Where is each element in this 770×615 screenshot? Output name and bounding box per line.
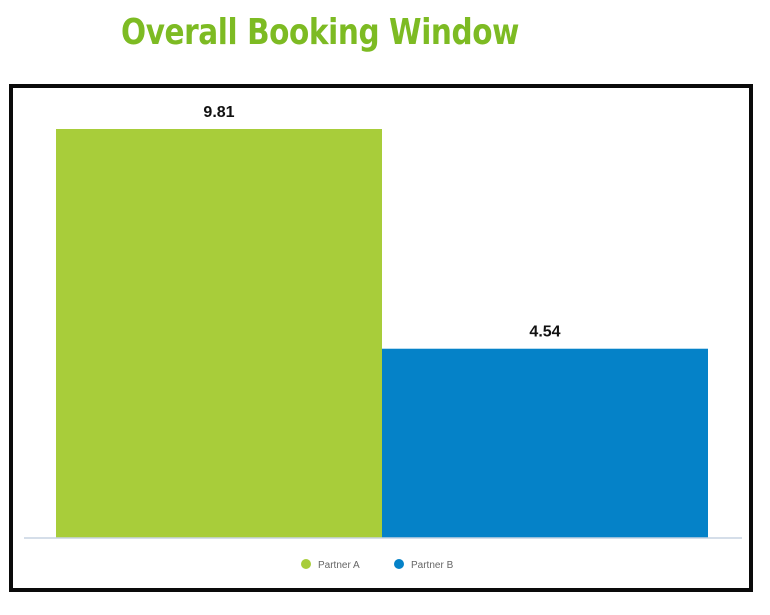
bar-partner-b <box>382 348 708 538</box>
bars-group <box>56 129 708 538</box>
bar-partner-a <box>56 129 382 538</box>
legend-swatch-partner-a <box>301 559 311 569</box>
legend-label-partner-a: Partner A <box>318 560 360 571</box>
chart-title: Overall Booking Window <box>121 12 519 53</box>
value-label-partner-a: 9.81 <box>203 104 234 121</box>
value-labels-group: 9.81 4.54 <box>203 104 560 341</box>
legend: Partner A Partner B <box>301 559 454 571</box>
legend-label-partner-b: Partner B <box>411 560 454 571</box>
value-label-partner-b: 4.54 <box>529 324 560 341</box>
legend-swatch-partner-b <box>394 559 404 569</box>
